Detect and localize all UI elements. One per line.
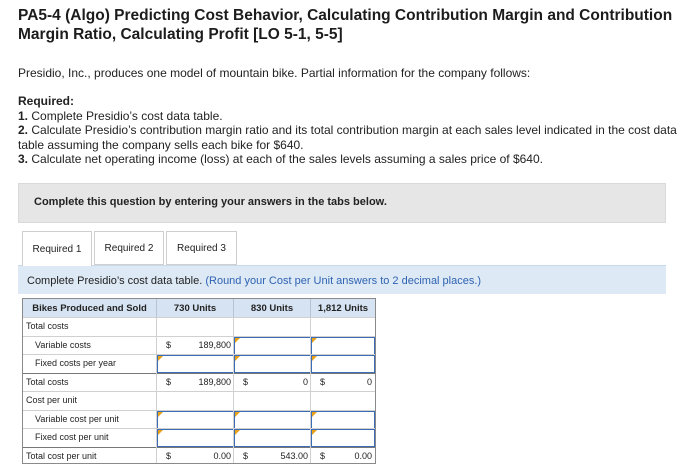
required-item-1: 1. Complete Presidio’s cost data table.: [18, 108, 223, 123]
fixed-costs-730-input[interactable]: [157, 355, 234, 373]
row-label: Variable cost per unit: [35, 413, 119, 424]
required-section: Required: 1. Complete Presidio’s cost da…: [18, 94, 688, 167]
table-row: Total costs $ 189,800 $ 0 $ 0: [23, 372, 375, 392]
total-per-unit-730: $ 0.00: [166, 450, 231, 461]
table-row: Variable costs $ 189,800: [23, 335, 375, 355]
tab-required-2[interactable]: Required 2: [94, 231, 164, 265]
total-per-unit-830: $ 543.00: [243, 450, 308, 461]
row-label: Total costs: [26, 321, 69, 331]
page-title: PA5-4 (Algo) Predicting Cost Behavior, C…: [18, 7, 673, 43]
table-row: Variable cost per unit: [23, 409, 375, 429]
row-label: Cost per unit: [26, 395, 78, 405]
fixed-costs-830-input[interactable]: [234, 355, 311, 373]
variable-costs-1812-input[interactable]: [311, 336, 375, 355]
rounding-note: (Round your Cost per Unit answers to 2 d…: [205, 275, 482, 287]
header-1812: 1,812 Units: [311, 299, 375, 317]
variable-costs-730: $ 189,800: [166, 339, 231, 350]
table-row: Fixed cost per unit: [23, 428, 375, 447]
required-item-2: 2. Calculate Presidio’s contribution mar…: [18, 123, 677, 152]
required-item-3: 3. Calculate net operating income (loss)…: [18, 152, 543, 166]
tab-required-1[interactable]: Required 1: [22, 231, 92, 266]
header-730: 730 Units: [157, 299, 234, 317]
table-row: Fixed costs per year: [23, 354, 375, 373]
total-costs-830: $ 0: [243, 376, 308, 387]
column-divider: [156, 317, 157, 463]
row-label: Total cost per unit: [26, 450, 97, 461]
cost-data-table: Bikes Produced and Sold 730 Units 830 Un…: [22, 298, 376, 464]
required-heading: Required:: [18, 94, 75, 108]
column-divider: [233, 317, 234, 463]
column-divider: [310, 317, 311, 463]
tab-instruction: Complete Presidio’s cost data table. (Ro…: [18, 265, 666, 294]
fixed-per-unit-730-input[interactable]: [157, 429, 234, 447]
fixed-costs-1812-input[interactable]: [311, 355, 375, 373]
total-costs-1812: $ 0: [320, 376, 372, 387]
fixed-per-unit-830-input[interactable]: [234, 429, 311, 447]
row-label: Variable costs: [35, 339, 91, 350]
total-per-unit-1812: $ 0.00: [320, 450, 372, 461]
row-label: Fixed cost per unit: [35, 432, 109, 442]
variable-costs-830-input[interactable]: [234, 336, 311, 355]
total-costs-730: $ 189,800: [166, 376, 231, 387]
var-per-unit-1812-input[interactable]: [311, 410, 375, 429]
instructions-banner: Complete this question by entering your …: [18, 183, 666, 223]
tab-required-3[interactable]: Required 3: [166, 231, 237, 265]
header-bikes: Bikes Produced and Sold: [23, 299, 157, 317]
fixed-per-unit-1812-input[interactable]: [311, 429, 375, 447]
header-830: 830 Units: [234, 299, 311, 317]
table-row: Cost per unit: [23, 391, 375, 410]
row-label: Total costs: [26, 376, 69, 387]
banner-text: Complete this question by entering your …: [34, 196, 387, 208]
table-row: Total costs: [23, 317, 375, 336]
intro-text: Presidio, Inc., produces one model of mo…: [18, 66, 531, 80]
var-per-unit-830-input[interactable]: [234, 410, 311, 429]
instruction-text: Complete Presidio’s cost data table.: [27, 275, 203, 287]
table-row: Total cost per unit $ 0.00 $ 543.00 $ 0.…: [23, 446, 375, 464]
row-label: Fixed costs per year: [35, 358, 117, 368]
var-per-unit-730-input[interactable]: [157, 410, 234, 429]
